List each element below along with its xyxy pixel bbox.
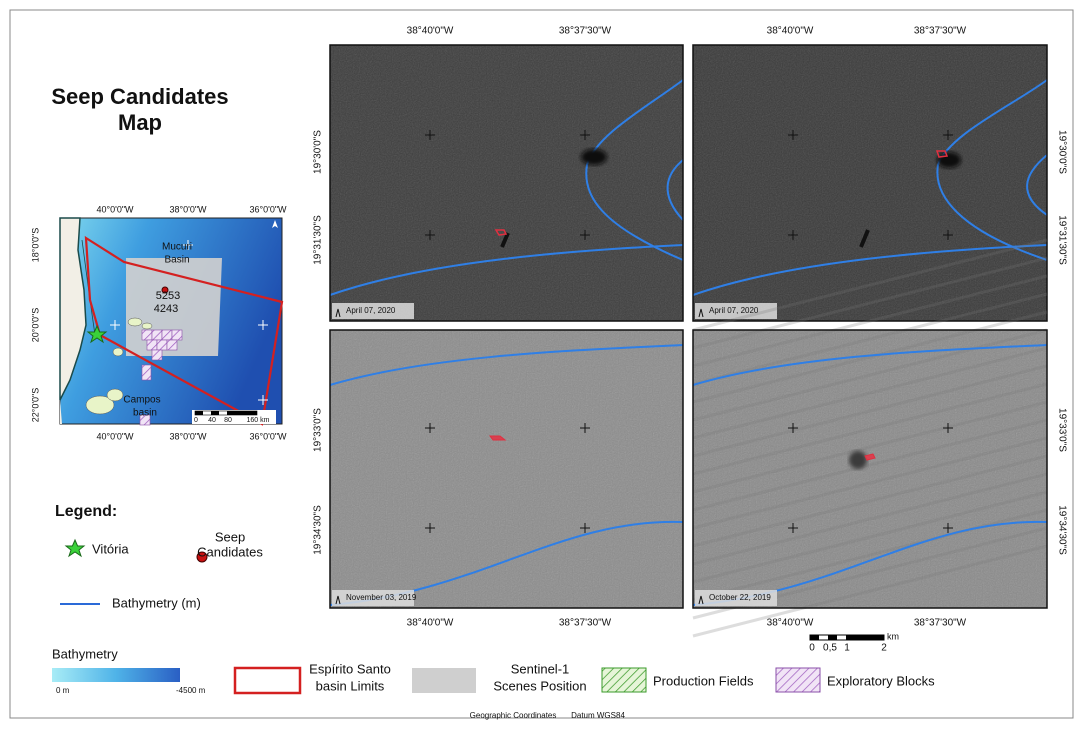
scale-label: 0 bbox=[194, 417, 198, 424]
lon-tick-label: 38°40'0"W bbox=[767, 26, 814, 37]
lat-tick-label: 22°0'0"S bbox=[30, 388, 40, 423]
title: Seep Candidates bbox=[51, 84, 228, 109]
footer-label: Datum WGS84 bbox=[571, 711, 625, 720]
legend-heading: Legend: bbox=[55, 503, 117, 520]
seep-id: 5253 bbox=[156, 290, 180, 302]
scale-bar-segment bbox=[810, 635, 819, 640]
lon-tick-label: 38°37'30"W bbox=[559, 26, 612, 37]
basin-label: Campos bbox=[123, 395, 160, 406]
legend-label: Bathymetry (m) bbox=[112, 595, 201, 610]
satellite-panel: April 07, 2020 bbox=[693, 45, 1047, 321]
footer-label: Geographic Coordinates bbox=[470, 711, 557, 720]
lat-tick-label: 20°0'0"S bbox=[30, 308, 40, 343]
key-label: 0 m bbox=[56, 686, 70, 695]
key-title: Bathymetry bbox=[52, 646, 118, 661]
lon-tick-label: 40°0'0"W bbox=[96, 431, 134, 441]
oil-slick bbox=[581, 149, 607, 165]
lat-tick-label: 19°34'30"S bbox=[313, 505, 324, 555]
figure: April 07, 2020 April 07, 2020 November 03,… bbox=[0, 0, 1083, 728]
lon-tick-label: 36°0'0"W bbox=[249, 431, 287, 441]
key-label: Production Fields bbox=[653, 673, 754, 688]
seep-id: 4243 bbox=[154, 303, 178, 315]
lon-tick-label: 38°0'0"W bbox=[169, 431, 207, 441]
key-label: Sentinel-1 bbox=[511, 661, 570, 676]
legend-label: Seep bbox=[215, 529, 245, 544]
lat-tick-label: 19°30'0"S bbox=[1056, 130, 1067, 174]
lat-tick-label: 19°31'30"S bbox=[313, 215, 324, 265]
lon-tick-label: 38°40'0"W bbox=[407, 26, 454, 37]
legend-label: Candidates bbox=[197, 544, 263, 559]
lon-tick-label: 38°40'0"W bbox=[407, 618, 454, 629]
lon-tick-label: 38°0'0"W bbox=[169, 204, 207, 214]
lat-tick-label: 18°0'0"S bbox=[30, 228, 40, 263]
scale-label: 40 bbox=[208, 417, 216, 424]
scale-label: 0,5 bbox=[823, 643, 837, 654]
scale-unit: km bbox=[887, 631, 899, 641]
lat-tick-label: 19°30'0"S bbox=[313, 130, 324, 174]
date-label: October 22, 2019 bbox=[709, 593, 771, 602]
basin-label: Mucuri bbox=[162, 242, 192, 253]
lon-tick-label: 36°0'0"W bbox=[249, 204, 287, 214]
lon-tick-label: 38°37'30"W bbox=[914, 26, 967, 37]
basin-label: basin bbox=[133, 408, 157, 419]
date-label: April 07, 2020 bbox=[346, 306, 396, 315]
scale-label: 80 bbox=[224, 417, 232, 424]
lon-tick-label: 38°40'0"W bbox=[767, 618, 814, 629]
date-label: November 03, 2019 bbox=[346, 593, 417, 602]
scale-label: 2 bbox=[881, 643, 887, 654]
scale-label: 0 bbox=[809, 643, 815, 654]
scale-bar-segment bbox=[846, 635, 884, 640]
key-label: basin Limits bbox=[316, 678, 385, 693]
key-label: Scenes Position bbox=[493, 678, 586, 693]
satellite-panel: November 03, 2019 bbox=[330, 330, 683, 608]
lat-tick-label: 19°31'30"S bbox=[1056, 215, 1067, 265]
scale-bar-segment bbox=[828, 635, 837, 640]
lon-tick-label: 38°37'30"W bbox=[914, 618, 967, 629]
key-label: -4500 m bbox=[176, 686, 206, 695]
title: Map bbox=[118, 110, 162, 135]
lat-tick-label: 19°34'30"S bbox=[1056, 505, 1067, 555]
scale-label: 1 bbox=[844, 643, 850, 654]
lon-tick-label: 40°0'0"W bbox=[96, 204, 134, 214]
basin-label: Basin bbox=[164, 255, 189, 266]
lat-tick-label: 19°33'0"S bbox=[313, 408, 324, 452]
oil-slick bbox=[937, 152, 961, 168]
lat-tick-label: 19°33'0"S bbox=[1056, 408, 1067, 452]
key-label: Espírito Santo bbox=[309, 661, 391, 676]
legend-label: Vitória bbox=[92, 541, 129, 556]
key-label: Exploratory Blocks bbox=[827, 673, 935, 688]
scale-label: 160 km bbox=[247, 417, 270, 424]
satellite-panel: April 07, 2020 bbox=[330, 45, 683, 321]
oil-slick bbox=[849, 451, 867, 469]
lon-tick-label: 38°37'30"W bbox=[559, 618, 612, 629]
